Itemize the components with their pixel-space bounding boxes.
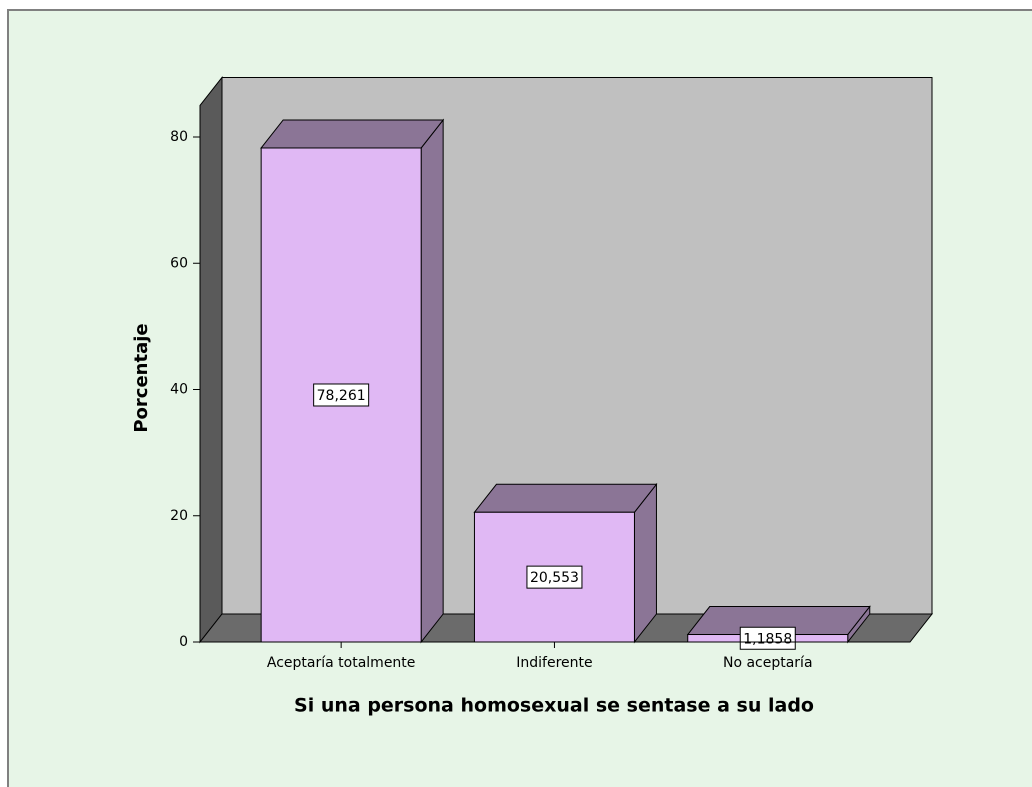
left-wall <box>199 75 223 644</box>
y-axis-label: Porcentaje <box>131 323 152 432</box>
y-tick-label: 80 <box>170 129 188 145</box>
value-label: 1,1858 <box>743 631 792 647</box>
value-label: 78,261 <box>317 388 366 404</box>
value-label-box <box>739 626 796 650</box>
bar-top <box>473 483 658 513</box>
x-tick-label: No aceptaría <box>723 655 813 671</box>
x-axis-label: Si una persona homosexual se sentase a s… <box>294 695 814 717</box>
bar-side <box>420 118 444 644</box>
y-tick-label: 20 <box>170 508 188 524</box>
value-label-box <box>313 383 370 407</box>
value-label: 20,553 <box>530 570 579 586</box>
y-tick-label: 60 <box>170 255 188 271</box>
value-label-box <box>526 565 583 589</box>
bar-top <box>260 119 445 149</box>
x-tick-label: Aceptaría totalmente <box>267 655 416 671</box>
y-tick-label: 0 <box>179 634 188 650</box>
y-tick-label: 40 <box>170 382 188 398</box>
x-tick-label: Indiferente <box>516 655 592 671</box>
